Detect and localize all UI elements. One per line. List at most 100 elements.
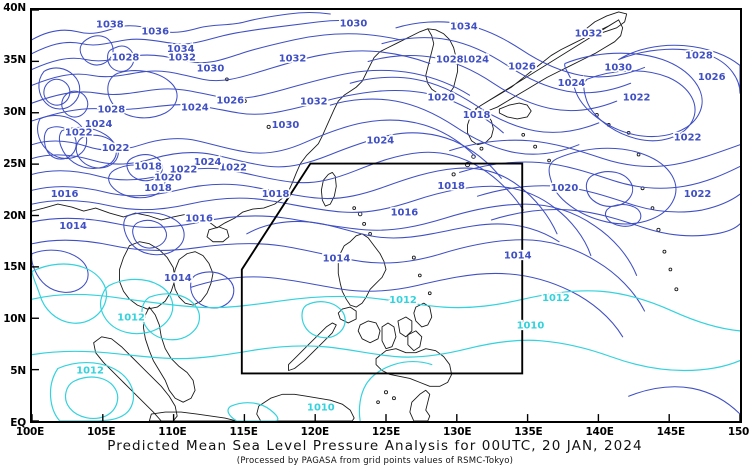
- contour-label: 1016: [391, 208, 419, 219]
- contour-label-halo: 1012: [389, 295, 417, 306]
- contour-label-halo: 1020: [427, 92, 455, 103]
- contour-label-halo: 1026: [698, 72, 726, 83]
- y-axis-tick-label: 10N: [3, 313, 26, 326]
- y-tick-marks: [32, 10, 39, 421]
- contour-label: 1020: [551, 183, 579, 194]
- chart-subtitle: (Processed by PAGASA from grid points va…: [236, 456, 514, 466]
- contour-label: 1028: [97, 105, 125, 116]
- contour-label-halo: 1026: [508, 62, 536, 73]
- contour-label-halo: 1030: [272, 120, 300, 131]
- contour-label: 1026: [698, 72, 726, 83]
- contour-label-halo: 1022: [102, 143, 130, 154]
- contour-label: 1024: [194, 157, 222, 168]
- contour-label: 1030: [604, 63, 632, 74]
- contour-label: 1024: [367, 136, 395, 147]
- contour-label-halo: 1028: [112, 52, 140, 63]
- contour-label: 1028: [685, 50, 713, 61]
- philippine-area-of-responsibility-box: [240, 162, 524, 375]
- contour-label-halo: 1020: [154, 173, 182, 184]
- contour-label-halo: 1028: [685, 50, 713, 61]
- x-axis-tick-label: 135E: [514, 426, 543, 438]
- contour-label-halo: 1022: [65, 127, 93, 138]
- x-axis-tick-label: 140E: [585, 426, 614, 438]
- contour-label-halo: 1022: [623, 92, 651, 103]
- coastline-group: [32, 11, 679, 421]
- contour-map-svg: 1038103810361036103410341032103210301030…: [32, 11, 740, 421]
- contour-label-halo: 1010: [517, 321, 545, 332]
- contour-label-halo: 1028: [97, 105, 125, 116]
- contour-label: 1012: [389, 295, 417, 306]
- y-axis-tick-label: 5N: [10, 365, 26, 378]
- contour-label: 1018: [262, 189, 290, 200]
- contour-label-halo: 1030: [340, 18, 368, 29]
- isobars-blue-group: [32, 11, 740, 415]
- y-axis-tick-label: 25N: [3, 157, 26, 170]
- contour-label-halo: 1014: [164, 273, 192, 284]
- y-axis-tick-label: 30N: [3, 105, 26, 118]
- contour-label: 1016: [185, 214, 213, 225]
- contour-label: 1014: [323, 254, 351, 265]
- contour-label: 1024: [181, 103, 209, 114]
- contour-label: 1032: [300, 97, 328, 108]
- contour-label-halo: 1022: [674, 133, 702, 144]
- contour-label-halo: 1018: [144, 183, 172, 194]
- contour-label: 1028: [112, 52, 140, 63]
- contour-label: 1014: [59, 221, 87, 232]
- contour-label-halo: 1022: [170, 164, 198, 175]
- x-axis-tick-label: 100E: [15, 426, 45, 438]
- contour-label: 1016: [51, 189, 79, 200]
- contour-label: 1024: [85, 119, 113, 130]
- isobars-cyan-group: [32, 263, 740, 421]
- y-axis-tick-label: 15N: [3, 261, 26, 274]
- x-axis-tick-label: 115E: [229, 426, 258, 438]
- contour-label-halo: 1024: [367, 136, 395, 147]
- contour-label-halo: 1018: [262, 189, 290, 200]
- contour-label: 1020: [427, 92, 455, 103]
- contour-label-halo: 1024: [558, 78, 586, 89]
- contour-label: 1030: [340, 18, 368, 29]
- contour-label-halo: 1038: [96, 19, 124, 30]
- contour-label-halo: 1032: [168, 52, 196, 63]
- contour-label-halo: 1014: [504, 251, 532, 262]
- contour-label-halo: 1030: [604, 63, 632, 74]
- contour-label-halo: 1012: [117, 312, 145, 323]
- contour-label: 1034: [167, 44, 195, 55]
- map-plot-area: 1038 1038 1036 1036 1034 1034 1032 1032 1030 1030…: [30, 8, 742, 423]
- contour-label-halo: 1024: [85, 119, 113, 130]
- contour-label: 1010: [307, 403, 335, 414]
- x-axis-tick-label: 130E: [443, 426, 472, 438]
- contour-label: 1032: [575, 29, 603, 40]
- contour-label-halo: 1026: [216, 96, 244, 107]
- contour-label-halo: 1018: [134, 161, 162, 172]
- x-axis-tick-label: 125E: [371, 426, 401, 438]
- contour-label-halo: 1034: [450, 22, 478, 33]
- contour-label-halo: 1032: [575, 29, 603, 40]
- contour-label-halo: 1012: [76, 366, 104, 377]
- x-tick-marks: [32, 414, 740, 421]
- contour-label: 1024: [461, 54, 489, 65]
- contour-label: 1038: [96, 19, 124, 30]
- contour-label: 1022: [674, 133, 702, 144]
- contour-label-halo: 1034: [167, 44, 195, 55]
- contour-label-halo: 1022: [219, 162, 247, 173]
- contour-label: 1010: [517, 321, 545, 332]
- contour-label-halo: 1016: [51, 189, 79, 200]
- contour-label-halo: 1024: [181, 103, 209, 114]
- contour-label-halo: 1024: [461, 54, 489, 65]
- contour-label-halo: 1036: [141, 27, 169, 38]
- contour-label: 1018: [144, 183, 172, 194]
- chart-title: Predicted Mean Sea Level Pressure Analys…: [107, 438, 643, 454]
- axis-ticks-svg: [32, 10, 740, 421]
- contour-label-halo: 1016: [185, 214, 213, 225]
- contour-label: 1022: [219, 162, 247, 173]
- contour-label-halo: 1020: [551, 183, 579, 194]
- contour-label: 1022: [65, 127, 93, 138]
- y-axis-tick-label: 40N: [3, 2, 26, 14]
- y-axis-tick-label: 35N: [3, 53, 26, 66]
- x-axis-tick-label: 150E: [727, 426, 750, 438]
- contour-label-halo: 1018: [463, 110, 491, 121]
- contour-label-halo: 1018: [437, 181, 465, 192]
- x-axis-tick-label: 110E: [158, 426, 187, 438]
- contour-label-group: 1038103810361036103410341032103210301030…: [49, 17, 727, 416]
